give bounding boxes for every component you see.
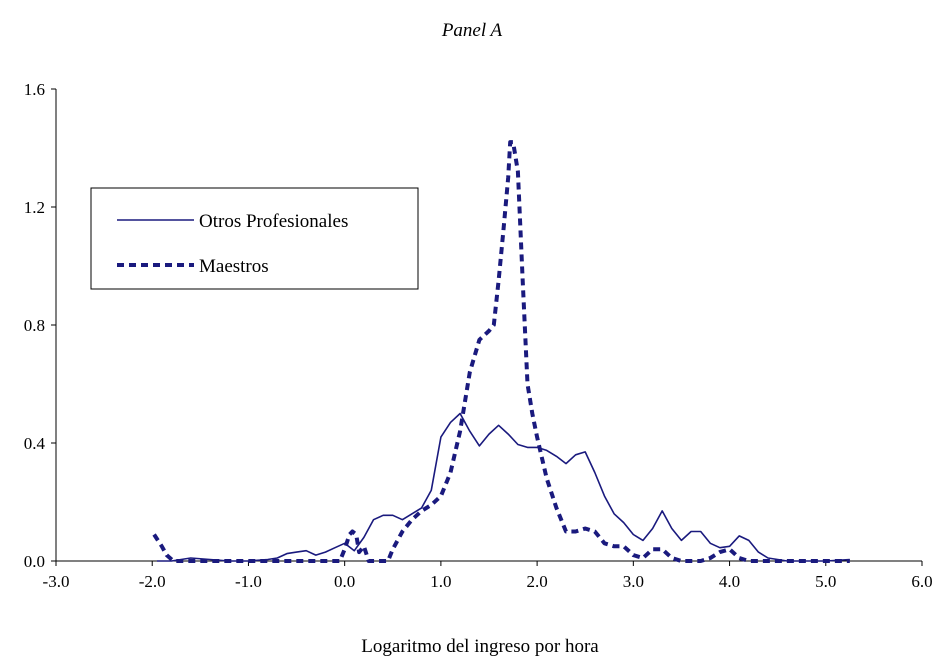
legend-box [90,187,419,290]
series-layer [152,140,850,563]
x-tick-label: -1.0 [235,572,262,591]
x-tick-label: 2.0 [526,572,547,591]
x-tick-label: 6.0 [911,572,932,591]
y-tick-label: 1.6 [24,80,45,99]
x-tick-label: 4.0 [719,572,740,591]
x-tick-label: 3.0 [623,572,644,591]
y-tick-label: 0.0 [24,552,45,571]
x-axis-ticks: -3.0 -2.0 -1.0 0.0 1.0 2.0 3.0 4.0 5.0 6.0 [43,561,933,591]
chart-title: Panel A [441,20,503,41]
legend-label-maestros: Maestros [199,256,269,277]
x-tick-label: 1.0 [430,572,451,591]
x-tick-label: -2.0 [139,572,166,591]
legend-label-otros-profesionales: Otros Profesionales [199,211,348,232]
x-tick-label: 0.0 [334,572,355,591]
x-tick-label: -3.0 [43,572,70,591]
series-line-otros-profesionales [157,412,850,562]
y-axis-ticks: 0.0 0.4 0.8 1.2 1.6 [24,80,56,571]
y-tick-label: 0.8 [24,316,45,335]
x-axis-label: Logaritmo del ingreso por hora [361,636,599,657]
axes [55,89,922,562]
x-tick-label: 5.0 [815,572,836,591]
y-tick-label: 0.4 [24,434,46,453]
legend: Otros Profesionales Maestros [90,187,419,290]
y-tick-label: 1.2 [24,198,45,217]
